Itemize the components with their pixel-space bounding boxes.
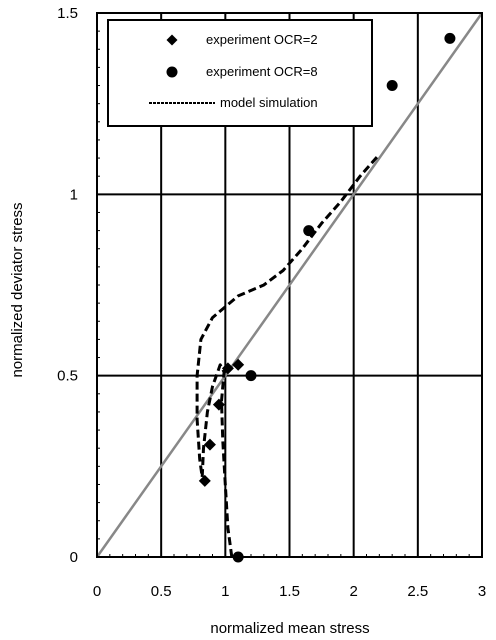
y-tick-label: 0.5	[57, 368, 78, 385]
legend-label: experiment OCR=2	[206, 32, 318, 47]
reference-line	[95, 12, 484, 558]
x-tick-label: 2.5	[407, 583, 428, 600]
ocr8-point	[386, 80, 398, 92]
y-tick-label: 0	[70, 549, 78, 566]
ocr2-point	[203, 438, 216, 451]
legend-box	[107, 19, 373, 127]
legend-ocr8-marker	[166, 66, 178, 78]
x-tick-label: 1.5	[279, 583, 300, 600]
x-tick-label: 3	[478, 583, 486, 600]
ocr2-point	[232, 358, 245, 371]
ocr2-point	[198, 474, 211, 487]
legend-label: model simulation	[220, 95, 318, 110]
ocr8-point	[245, 370, 257, 382]
ocr8-point	[303, 225, 315, 237]
x-axis-label: normalized mean stress	[210, 620, 369, 637]
legend-label: experiment OCR=8	[206, 64, 318, 79]
x-tick-label: 0	[93, 583, 101, 600]
plot-area: 0 0.5 1 1.5 2 2.5 3 0 0.5 1 1.5 experiment OCR=2 exp…	[57, 5, 486, 600]
y-tick-label: 1.5	[57, 5, 78, 22]
ocr8-point	[444, 32, 456, 44]
x-tick-label: 0.5	[151, 583, 172, 600]
legend-ocr2-marker	[166, 34, 178, 46]
ocr2-point	[212, 398, 225, 411]
y-tick-label: 1	[70, 186, 78, 203]
x-tick-label: 1	[221, 583, 229, 600]
ocr2-point	[221, 362, 234, 375]
x-tick-label: 2	[349, 583, 357, 600]
plot-frame	[96, 12, 483, 558]
y-axis-label: normalized deviator stress	[9, 202, 26, 377]
